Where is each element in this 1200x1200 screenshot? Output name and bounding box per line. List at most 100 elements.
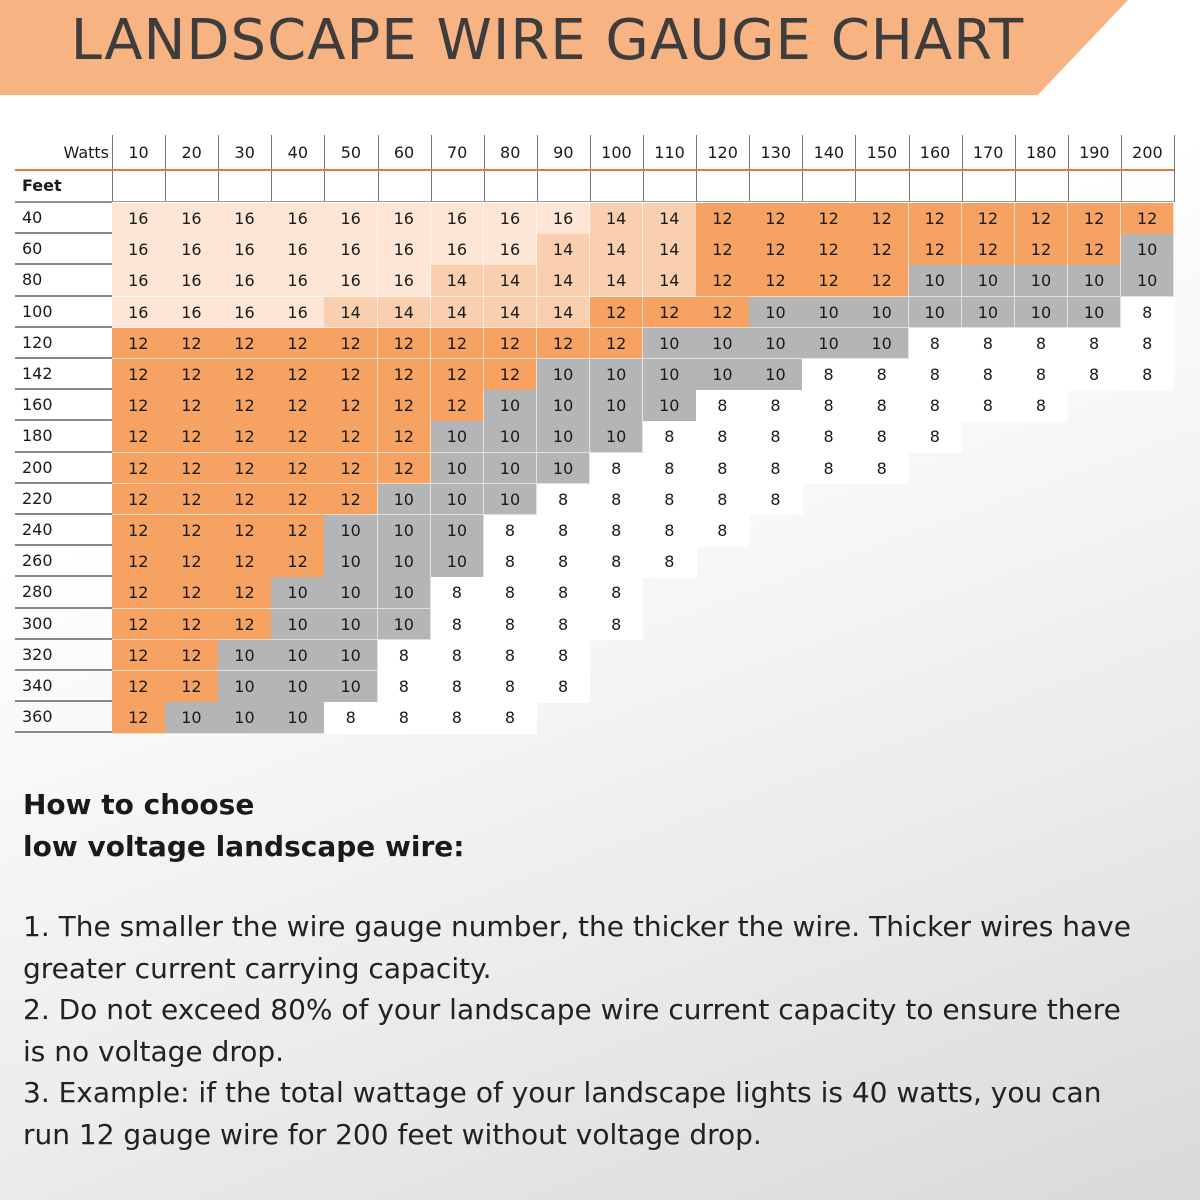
gauge-cell: 8 <box>430 702 485 734</box>
gauge-cell: 10 <box>749 359 803 391</box>
gauge-cell: 12 <box>324 359 378 391</box>
gauge-cell: 16 <box>324 203 378 235</box>
gauge-cell: 16 <box>218 296 272 329</box>
header-divider <box>165 135 167 202</box>
gauge-cell: 10 <box>218 671 272 703</box>
gauge-cell: 12 <box>696 265 750 298</box>
gauge-cell: 8 <box>483 608 538 641</box>
gauge-cell: 8 <box>377 702 432 734</box>
gauge-cell: 10 <box>271 577 325 610</box>
gauge-cell: 10 <box>271 702 325 734</box>
gauge-cell: 12 <box>112 702 166 734</box>
gauge-cell: 10 <box>483 390 538 422</box>
gauge-cell: 8 <box>908 327 963 360</box>
gauge-cell: 10 <box>589 359 644 391</box>
header-divider <box>1014 135 1016 202</box>
feet-row-label: 160 <box>15 390 112 422</box>
gauge-cell: 12 <box>483 327 538 360</box>
watts-column-header: 170 <box>972 143 1004 162</box>
gauge-cell: 10 <box>536 421 591 454</box>
gauge-cell: 12 <box>802 234 856 266</box>
watts-column-header: 110 <box>654 143 685 162</box>
gauge-cell: 10 <box>802 296 856 329</box>
gauge-cell: 10 <box>961 265 1016 298</box>
header-divider <box>855 135 857 202</box>
gauge-cell: 16 <box>218 265 272 298</box>
gauge-cell: 8 <box>696 483 750 516</box>
header-divider <box>589 135 591 202</box>
gauge-cell: 12 <box>112 483 166 516</box>
gauge-cell: 12 <box>324 421 378 454</box>
gauge-cell: 8 <box>643 421 697 454</box>
watts-column-header: 200 <box>1132 143 1163 162</box>
gauge-cell: 10 <box>749 296 803 329</box>
gauge-cell: 10 <box>1014 265 1069 298</box>
header-divider <box>324 135 326 202</box>
gauge-cell: 10 <box>961 296 1016 329</box>
gauge-cell: 14 <box>589 234 644 266</box>
gauge-cell: 8 <box>483 671 538 703</box>
gauge-cell: 16 <box>271 203 325 235</box>
gauge-cell: 8 <box>324 702 378 734</box>
gauge-cell: 12 <box>218 359 272 391</box>
gauge-cell: 12 <box>271 483 325 516</box>
gauge-cell: 12 <box>855 234 909 266</box>
gauge-cell: 12 <box>377 390 432 422</box>
gauge-cell: 10 <box>483 421 538 454</box>
watts-column-header: 100 <box>601 143 632 162</box>
feet-row-label: 80 <box>15 265 112 297</box>
gauge-cell: 16 <box>483 203 538 235</box>
gauge-cell: 14 <box>536 234 591 266</box>
gauge-cell: 12 <box>1014 203 1069 235</box>
feet-row-label: 340 <box>15 671 112 703</box>
gauge-cell: 8 <box>855 421 909 454</box>
gauge-cell: 10 <box>165 702 219 734</box>
gauge-cell: 14 <box>536 296 591 329</box>
gauge-cell: 8 <box>1120 327 1175 360</box>
gauge-cell: 8 <box>589 515 644 547</box>
header-divider <box>802 135 804 202</box>
header-divider <box>961 135 963 202</box>
gauge-cell: 14 <box>589 265 644 298</box>
gauge-cell: 10 <box>749 327 803 360</box>
feet-row-label: 40 <box>15 203 112 235</box>
watts-column-header: 80 <box>500 143 521 162</box>
gauge-cell: 10 <box>589 390 644 422</box>
gauge-cell: 12 <box>802 265 856 298</box>
gauge-cell: 8 <box>908 421 963 454</box>
gauge-cell: 12 <box>112 608 166 641</box>
gauge-cell: 12 <box>271 515 325 547</box>
gauge-cell: 12 <box>112 390 166 422</box>
gauge-cell: 10 <box>696 359 750 391</box>
gauge-cell: 8 <box>377 639 432 672</box>
gauge-cell: 12 <box>1014 234 1069 266</box>
watts-column-header: 190 <box>1079 143 1110 162</box>
gauge-cell: 10 <box>1067 265 1122 298</box>
gauge-cell: 8 <box>749 452 803 485</box>
gauge-cell: 12 <box>589 327 644 360</box>
gauge-cell: 16 <box>536 203 591 235</box>
gauge-cell: 10 <box>483 483 538 516</box>
gauge-cell: 12 <box>218 452 272 485</box>
feet-row-label: 200 <box>15 453 112 484</box>
header-rule <box>15 169 1174 171</box>
header-divider <box>749 135 751 202</box>
gauge-cell: 12 <box>1067 203 1122 235</box>
tip-2: 2. Do not exceed 80% of your landscape w… <box>23 993 1121 1068</box>
gauge-cell: 12 <box>961 234 1016 266</box>
gauge-cell: 16 <box>165 203 219 235</box>
gauge-cell: 12 <box>112 359 166 391</box>
gauge-cell: 10 <box>536 390 591 422</box>
gauge-cell: 8 <box>643 515 697 547</box>
gauge-cell: 10 <box>802 327 856 360</box>
gauge-cell: 12 <box>165 515 219 547</box>
page-title: LANDSCAPE WIRE GAUGE CHART <box>70 8 1025 73</box>
gauge-cell: 12 <box>961 203 1016 235</box>
guide-heading-line2: low voltage landscape wire: <box>23 830 465 863</box>
gauge-cell: 12 <box>696 203 750 235</box>
gauge-cell: 8 <box>643 546 697 578</box>
gauge-cell: 12 <box>749 265 803 298</box>
gauge-cell: 16 <box>377 265 432 298</box>
gauge-cell: 12 <box>696 234 750 266</box>
gauge-cell: 12 <box>324 327 378 360</box>
